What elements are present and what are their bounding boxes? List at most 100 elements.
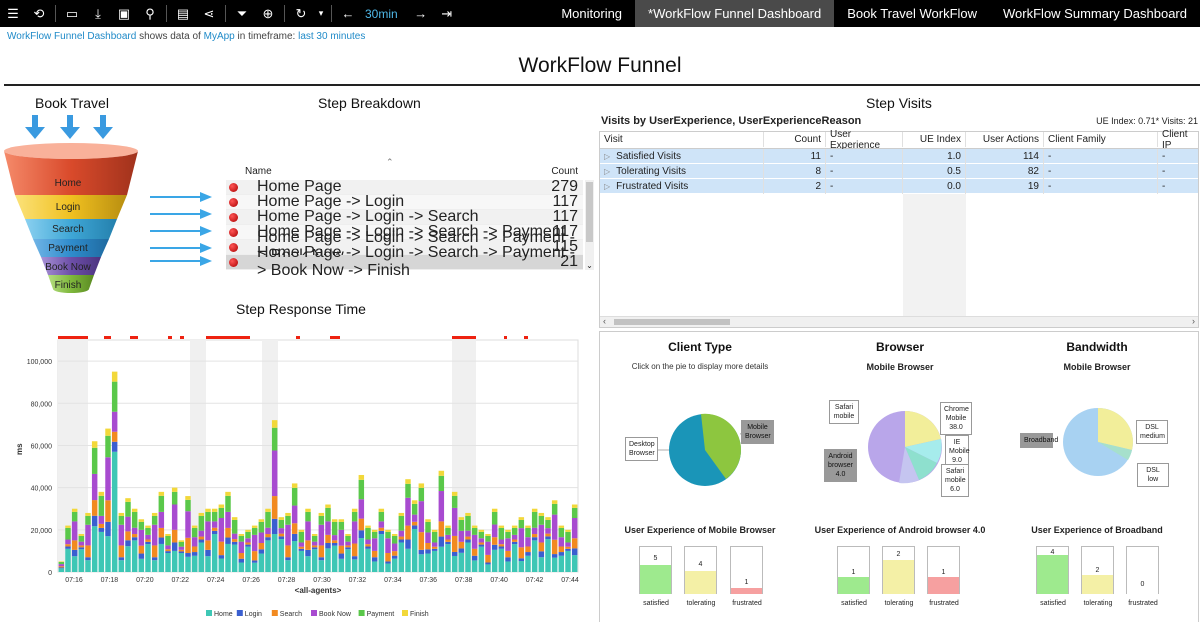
clipboard-icon[interactable]: ▤ — [176, 5, 190, 21]
search-icon[interactable]: ⚲ — [145, 5, 155, 21]
ue-bar-tolerating[interactable]: 2 — [1081, 546, 1114, 594]
timeframe-label[interactable]: 30min — [365, 6, 398, 21]
bar-segment — [365, 539, 371, 545]
scrollbar[interactable]: ⌄ — [585, 180, 594, 270]
horizontal-scrollbar[interactable]: ‹ › — [600, 316, 1198, 327]
bar-segment — [218, 518, 225, 542]
expand-icon[interactable]: ▷ — [604, 152, 611, 161]
ue-bar-tolerating[interactable]: 2 — [882, 546, 915, 594]
browser-pie[interactable] — [855, 397, 955, 497]
col-client-family[interactable]: Client Family — [1044, 132, 1158, 147]
table-row[interactable]: Home Page -> Login 117 — [226, 193, 583, 210]
label-chrome: Chrome Mobile 38.0 — [940, 402, 972, 435]
ue-bar-satisfied[interactable]: 4 — [1036, 546, 1069, 594]
tab-workflow-summary-dashboard[interactable]: WorkFlow Summary Dashboard — [1003, 6, 1187, 21]
back-icon[interactable]: ⟲ — [33, 5, 45, 21]
col-ue-index[interactable]: UE Index — [903, 132, 966, 147]
col-client-ip[interactable]: Client IP — [1162, 128, 1188, 151]
ue-label: frustrated — [732, 600, 762, 607]
bar-segment — [91, 526, 98, 572]
ip-cell: - — [1162, 181, 1166, 192]
filter-icon[interactable]: ⏷ — [236, 5, 248, 21]
expand-icon[interactable]: ▷ — [604, 167, 611, 176]
ue-bar-satisfied[interactable]: 5 — [639, 546, 672, 594]
download-icon[interactable]: ⤓ — [95, 5, 101, 21]
ue-bar-frustrated[interactable]: 1 — [730, 546, 763, 594]
ue-bar-satisfied[interactable]: 1 — [837, 546, 870, 594]
bar-segment — [65, 525, 71, 528]
bar-segment — [178, 540, 185, 542]
scrollbar-thumb[interactable] — [614, 319, 730, 325]
bar-segment — [358, 530, 365, 539]
bar-segment — [98, 515, 105, 524]
timeframe-link[interactable]: last 30 minutes — [298, 31, 366, 42]
tab-workflow-funnel-dashboard[interactable]: *WorkFlow Funnel Dashboard — [635, 0, 835, 27]
ue-value: 1 — [851, 569, 856, 576]
bandwidth-pie[interactable] — [1058, 404, 1138, 480]
bar-segment — [231, 519, 238, 534]
bar-segment — [205, 511, 211, 522]
client-type-pie[interactable] — [620, 402, 790, 492]
col-user-actions[interactable]: User Actions — [966, 132, 1044, 147]
bar-segment — [291, 523, 298, 534]
bar-segment — [571, 538, 578, 549]
bar-segment — [518, 561, 525, 572]
bar-segment — [438, 521, 445, 537]
y-tick-label: 80,000 — [31, 401, 53, 408]
dashboard-link[interactable]: WorkFlow Funnel Dashboard — [7, 31, 137, 42]
col-user-experience[interactable]: User Experience — [826, 129, 903, 151]
ue-bar-tolerating[interactable]: 4 — [684, 546, 717, 594]
col-visit[interactable]: Visit — [600, 132, 764, 147]
table-row[interactable]: Home Page -> Login -> Search -> Payment … — [226, 244, 583, 279]
scrollbar-thumb[interactable] — [586, 182, 593, 242]
col-count[interactable]: Count — [764, 132, 826, 147]
monitor-icon[interactable]: ▭ — [65, 5, 79, 21]
x-tick-label: 07:16 — [65, 577, 83, 584]
screen-icon[interactable]: ▣ — [117, 5, 131, 21]
bar-segment — [545, 528, 551, 534]
bar-segment — [451, 495, 458, 508]
table-row[interactable]: Home Page -> Login -> Search -> Payment 1… — [226, 223, 583, 240]
arrow-left-icon[interactable]: ← — [341, 6, 355, 21]
col-count[interactable]: Count — [551, 166, 578, 177]
legend-label: Search — [280, 611, 302, 618]
app-link[interactable]: MyApp — [203, 31, 235, 42]
menu-icon[interactable]: ☰ — [7, 5, 19, 21]
ue-bar-frustrated[interactable]: 0 — [1126, 546, 1159, 594]
bar-segment — [245, 529, 251, 532]
table-row[interactable]: Home Page -> Login -> Search -> Payment … — [226, 229, 583, 264]
share-icon[interactable]: ⋖ — [203, 5, 215, 21]
table-row[interactable]: ▷ Tolerating Visits 8 - 0.5 82 - - — [600, 164, 1198, 179]
bar-segment — [478, 529, 485, 532]
chevron-down-icon[interactable]: ⌄ — [586, 261, 593, 270]
bar-segment — [165, 551, 171, 554]
bar-segment — [265, 511, 271, 528]
bar-segment — [198, 515, 205, 531]
refresh-icon[interactable]: ↻ — [295, 5, 307, 21]
bar-segment — [511, 544, 518, 572]
tab-book-travel-workflow[interactable]: Book Travel WorkFlow — [847, 6, 978, 21]
ue-bar-frustrated[interactable]: 1 — [927, 546, 960, 594]
chevron-down-icon[interactable]: ▾ — [318, 8, 324, 18]
arrow-right-icon[interactable]: → — [414, 6, 428, 21]
table-row[interactable]: Home Page -> Login -> Search 117 — [226, 208, 583, 225]
chevron-left-icon[interactable]: ‹ — [603, 316, 606, 326]
bar-segment — [105, 457, 111, 501]
bar-segment — [505, 550, 511, 558]
bar-segment — [345, 547, 351, 550]
sort-icon[interactable]: ⌃ — [386, 157, 394, 167]
table-row[interactable]: ▷ Frustrated Visits 2 - 0.0 19 - - — [600, 179, 1198, 194]
y-tick-label: 40,000 — [31, 486, 53, 493]
bar-segment — [398, 512, 405, 516]
expand-icon[interactable]: ▷ — [604, 182, 611, 191]
bar-segment — [171, 504, 178, 530]
target-icon[interactable]: ⊕ — [262, 5, 274, 21]
jump-end-icon[interactable]: ⇥ — [441, 5, 453, 21]
tab-monitoring[interactable]: Monitoring — [561, 6, 623, 21]
bar-segment — [531, 508, 538, 512]
funnel-graphic — [4, 143, 138, 293]
table-row[interactable]: Home Page 279 — [226, 178, 583, 195]
col-name[interactable]: Name — [245, 166, 272, 177]
table-row[interactable]: ▷ Satisfied Visits 11 - 1.0 114 - - — [600, 149, 1198, 164]
chevron-right-icon[interactable]: › — [1192, 316, 1195, 326]
